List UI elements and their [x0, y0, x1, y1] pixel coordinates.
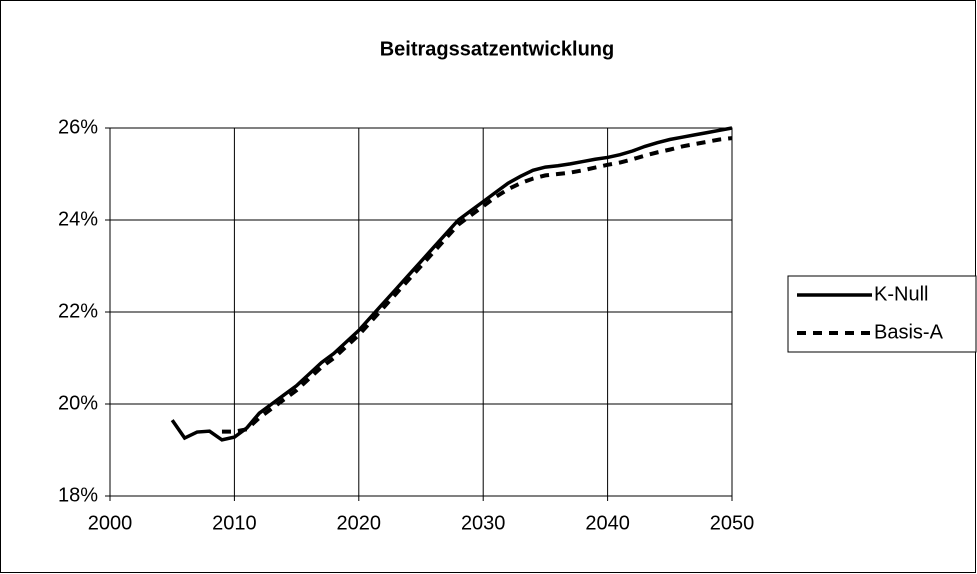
legend-label: K-Null	[874, 283, 928, 305]
x-tick-label: 2010	[212, 512, 257, 534]
chart-title: Beitragssatzentwicklung	[380, 38, 615, 60]
plot-border	[109, 127, 733, 497]
legend-box	[787, 275, 977, 353]
line-series	[170, 126, 733, 442]
y-tick-label: 22%	[58, 300, 98, 322]
x-tick-label: 2050	[710, 512, 755, 534]
y-tick-label: 20%	[58, 392, 98, 414]
x-tick-label: 2030	[461, 512, 506, 534]
x-tick-label: 2000	[88, 512, 133, 534]
legend-label: Basis-A	[874, 321, 944, 343]
x-tick-label: 2020	[337, 512, 382, 534]
y-tick-label: 18%	[58, 484, 98, 506]
y-tick-label: 24%	[58, 208, 98, 230]
y-tick-label: 26%	[58, 116, 98, 138]
line-series	[221, 136, 733, 434]
x-tick-label: 2040	[585, 512, 630, 534]
